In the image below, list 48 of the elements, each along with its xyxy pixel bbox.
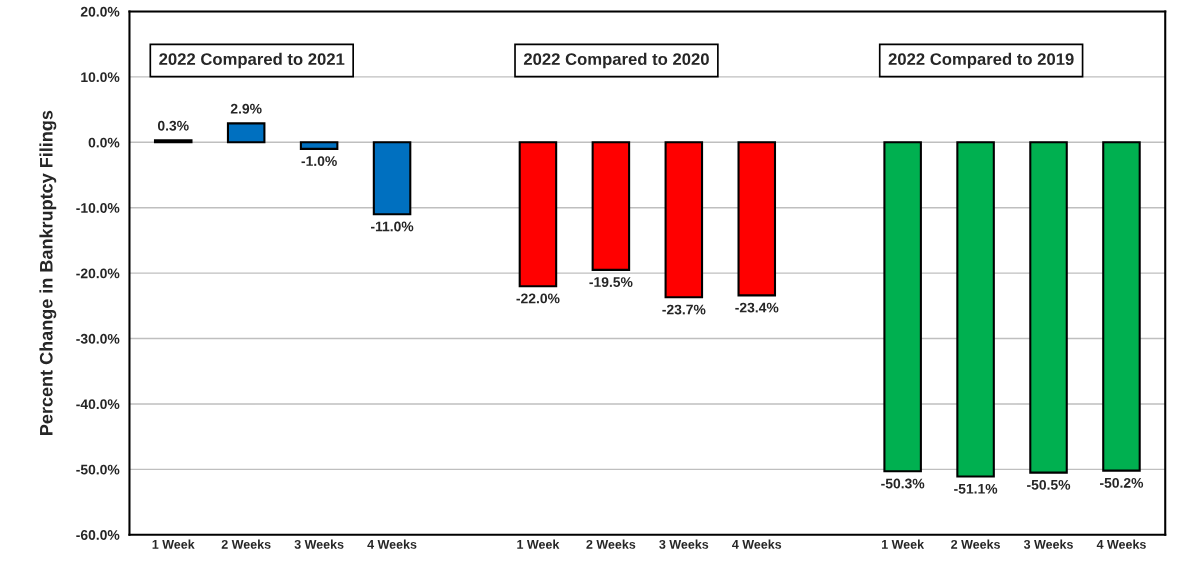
bar [518,141,558,288]
y-tick-label: -20.0% [76,268,120,279]
x-tick-label: 2 Weeks [221,539,271,549]
bar [1102,141,1141,472]
bar [372,141,412,216]
y-tick-label: -40.0% [76,399,120,410]
data-label: 2.9% [230,103,262,114]
bar [664,141,704,299]
y-tick-label: -50.0% [76,464,120,475]
annotation: 2022 Compared to 2020 [523,52,709,69]
bar [883,141,922,473]
y-tick-label: 20.0% [80,6,120,17]
x-tick-label: 4 Weeks [1096,539,1146,549]
x-tick-label: 2 Weeks [586,539,636,549]
data-label: -1.0% [301,156,337,166]
bar [226,122,266,144]
bar [1029,141,1068,474]
x-tick-label: 1 Week [517,539,560,549]
y-tick-label: -10.0% [76,203,120,213]
annotation: 2022 Compared to 2019 [888,52,1074,69]
x-tick-label: 4 Weeks [367,539,417,549]
data-label: 0.3% [157,120,189,131]
x-tick-label: 1 Week [882,539,925,549]
data-label: -50.3% [881,478,925,489]
x-tick-label: 4 Weeks [732,539,782,549]
data-label: -50.5% [1027,479,1071,490]
y-tick-label: 0.0% [88,137,120,148]
data-label: -19.5% [589,277,633,287]
x-tick-label: 3 Weeks [294,539,344,549]
x-tick-label: 1 Week [152,539,195,549]
x-tick-label: 3 Weeks [659,539,709,549]
data-label: -23.4% [735,302,779,313]
annotation: 2022 Compared to 2021 [159,52,345,69]
y-axis-title: Percent Change in Bankruptcy Filings [39,110,57,435]
bar [737,141,777,297]
x-tick-label: 3 Weeks [1023,539,1073,549]
bar [956,141,995,478]
data-label: -50.2% [1100,477,1144,488]
bar [299,141,339,150]
bar [591,141,631,271]
data-label: -22.0% [516,293,560,304]
x-tick-label: 2 Weeks [951,539,1000,549]
data-label: -51.1% [954,483,998,494]
data-label: -23.7% [662,304,706,315]
y-tick-label: -30.0% [76,333,120,344]
data-label: -11.0% [370,221,414,232]
y-tick-label: -60.0% [76,530,120,540]
y-tick-label: 10.0% [81,72,120,83]
